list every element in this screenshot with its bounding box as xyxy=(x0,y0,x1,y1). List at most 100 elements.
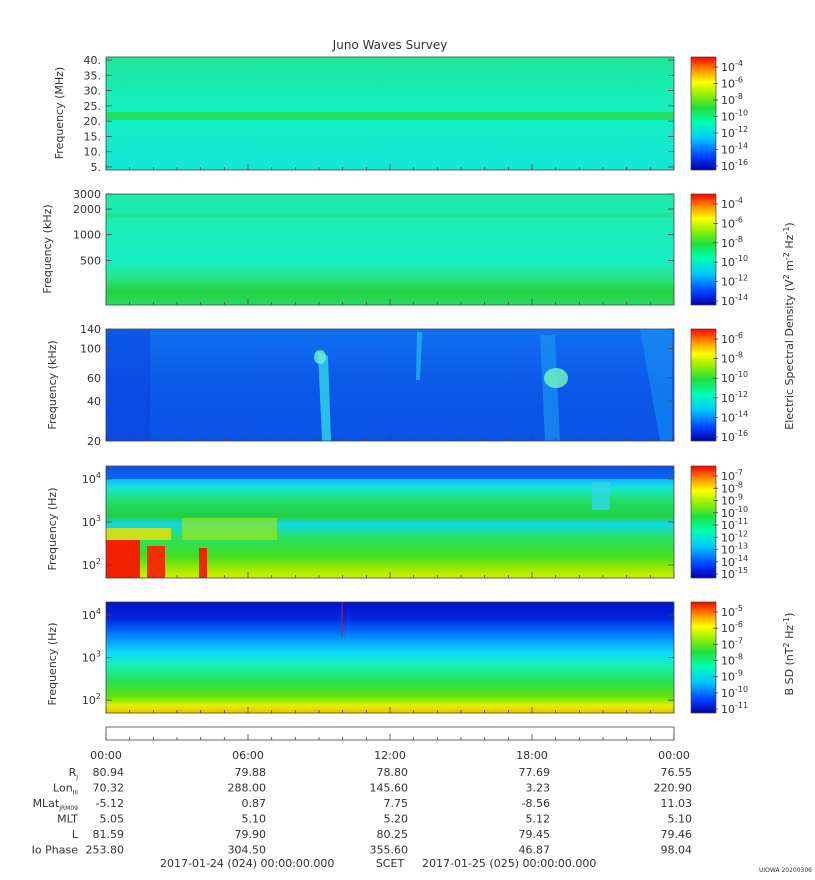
y-tick-label: 1000 xyxy=(73,229,101,242)
ephemeris-value: 288.00 xyxy=(228,782,267,795)
emission-feature xyxy=(106,528,171,540)
time-axis-ticks: 00:00 06:00 12:00 18:00 00:00 xyxy=(90,164,690,762)
ylabel-3: Frequency (kHz) xyxy=(46,340,59,429)
colorbar-3 xyxy=(690,328,717,442)
ephemeris-value: 304.50 xyxy=(228,844,267,857)
colorbar-tick-label: 10-12 xyxy=(721,390,748,405)
credit-text: UIOWA 20200306 xyxy=(759,867,812,874)
ephemeris-value: -5.12 xyxy=(96,797,124,810)
ephemeris-label: MLT xyxy=(57,813,78,826)
colorbar-tick-label: 10-6 xyxy=(721,76,743,91)
colorbar-tick-label: 10-14 xyxy=(721,409,748,424)
emission-features-3 xyxy=(106,329,672,441)
ylabel-1: Frequency (MHz) xyxy=(53,67,66,159)
y-tick-label: 10. xyxy=(84,146,102,159)
emission-feature xyxy=(314,350,326,364)
y-tick-label: 104 xyxy=(82,471,101,486)
colorbar-tick-label: 10-10 xyxy=(721,254,748,269)
y-tick-label: 102 xyxy=(82,557,101,572)
ephemeris-value: 80.94 xyxy=(93,766,125,779)
ephemeris-value: 98.04 xyxy=(661,844,693,857)
y-tick-label: 20 xyxy=(87,435,101,448)
colorbar-tick-label: 10-8 xyxy=(721,92,743,107)
ephemeris-label: Io Phase xyxy=(32,844,79,857)
colorbar-tick-label: 10-6 xyxy=(721,215,743,230)
panel-1: 5.10.15.20.25.30.35.40. Frequency (MHz) … xyxy=(53,54,748,174)
emission-feature xyxy=(318,352,331,441)
colorbar-ticks-3: 10-6 10-8 10-10 10-12 10-14 10-16 xyxy=(713,331,748,444)
ephemeris-value: 145.60 xyxy=(370,782,409,795)
colorbar-tick-label: 10-14 xyxy=(721,142,748,157)
colorbar-tick-label: 10-8 xyxy=(721,653,743,668)
emission-feature xyxy=(540,335,560,441)
colorbar-tick-label: 10-5 xyxy=(721,604,743,619)
ephemeris-value: 0.87 xyxy=(242,797,267,810)
colorbar-tick-label: 10-8 xyxy=(721,351,743,366)
spectrogram-panel-2 xyxy=(106,194,674,305)
colorbar-ticks-2: 10-4 10-6 10-8 10-10 10-12 10-14 xyxy=(713,196,748,308)
panel-4: 102 103 104 Frequency (Hz) 10-710-810-910-… xyxy=(46,465,748,581)
spectrogram-panel-5 xyxy=(106,602,674,713)
spectrogram-panel-3 xyxy=(106,329,674,441)
emission-feature xyxy=(640,329,672,441)
time-range-label: SCET xyxy=(376,857,405,870)
ephemeris-value: 3.23 xyxy=(526,782,551,795)
ephemeris-label: RJ xyxy=(69,766,79,781)
colorbar-ticks-4: 10-710-810-910-1010-1110-1210-1310-1410-… xyxy=(713,468,748,581)
ylabel-2: Frequency (kHz) xyxy=(41,204,54,293)
ephemeris-table: RJ 80.94 79.88 78.80 77.69 76.55 LonIII 70.32 28… xyxy=(32,766,692,857)
ephemeris-value: 5.12 xyxy=(526,813,551,826)
colorbar-label-electric: Electric Spectral Density (V2 m-2 Hz-1) xyxy=(782,222,796,429)
ephemeris-value: 220.90 xyxy=(654,782,693,795)
x-tick-label: 00:00 xyxy=(90,749,122,762)
colorbar-5 xyxy=(690,601,717,714)
emission-feature xyxy=(182,518,277,540)
y-tick-label: 104 xyxy=(82,607,101,622)
ephemeris-value: 79.90 xyxy=(235,828,267,841)
y-tick-label: 40 xyxy=(87,395,101,408)
y-tick-label: 140 xyxy=(80,323,101,336)
ephemeris-value: 80.25 xyxy=(377,828,409,841)
colorbar-tick-label: 10-10 xyxy=(721,685,748,700)
emission-feature xyxy=(106,540,140,578)
emission-feature xyxy=(147,546,165,578)
colorbar-tick-label: 10-4 xyxy=(721,196,743,211)
emission-features-4 xyxy=(106,467,674,578)
emission-feature xyxy=(416,332,422,380)
ephemeris-value: 77.69 xyxy=(519,766,551,779)
y-tick-label: 103 xyxy=(82,650,101,665)
time-range: 2017-01-24 (024) 00:00:00.000 SCET 2017-01… xyxy=(160,857,596,870)
ephemeris-value: 76.55 xyxy=(661,766,693,779)
ephemeris-value: 78.80 xyxy=(377,766,409,779)
colorbar-tick-label: 10-8 xyxy=(721,235,743,250)
ephemeris-value: 5.20 xyxy=(384,813,409,826)
y-tick-label: 40. xyxy=(84,54,102,67)
colorbar-tick-label: 10-10 xyxy=(721,370,748,385)
colorbar-tick-label: 10-6 xyxy=(721,331,743,346)
y-tick-label: 5. xyxy=(91,161,102,174)
chart-title: Juno Waves Survey xyxy=(332,38,448,52)
ephemeris-value: 79.45 xyxy=(519,828,551,841)
ephemeris-value: 5.10 xyxy=(242,813,267,826)
ylabel-4: Frequency (Hz) xyxy=(46,488,59,571)
x-tick-label: 18:00 xyxy=(516,749,548,762)
emission-feature xyxy=(106,467,674,479)
band-1700khz xyxy=(106,213,674,218)
ephemeris-value: -8.56 xyxy=(522,797,550,810)
ephemeris-label: L xyxy=(72,828,79,841)
emission-feature xyxy=(106,330,150,441)
colorbar-tick-label: 10-6 xyxy=(721,620,743,635)
y-tick-label: 20. xyxy=(84,115,102,128)
y-tick-label: 103 xyxy=(82,514,101,529)
colorbar-tick-label: 10-4 xyxy=(721,59,743,74)
y-tick-label: 35. xyxy=(84,69,102,82)
ephemeris-label: MLatJRM09 xyxy=(33,797,79,812)
ephemeris-value: 5.10 xyxy=(668,813,693,826)
ephemeris-value: 70.32 xyxy=(93,782,125,795)
time-range-end: 2017-01-25 (025) 00:00:00.000 xyxy=(422,857,596,870)
colorbar-tick-label: 10-16 xyxy=(721,429,748,444)
y-tick-label: 15. xyxy=(84,130,102,143)
